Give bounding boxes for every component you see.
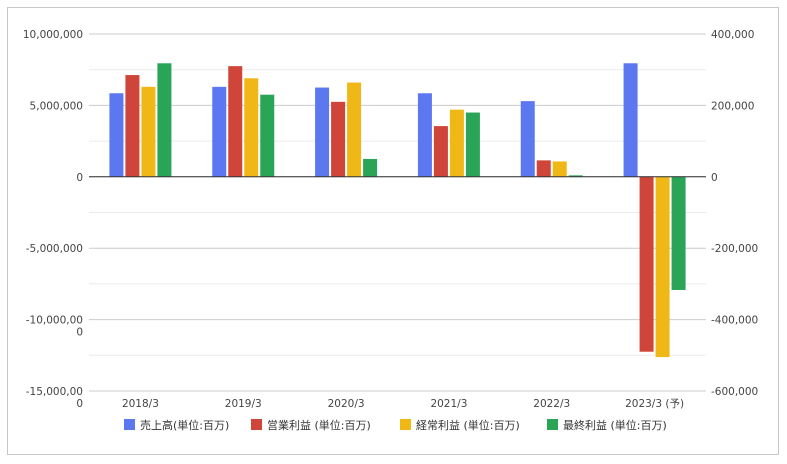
gridlines <box>89 33 706 392</box>
bar <box>315 87 330 177</box>
bar <box>520 101 535 177</box>
x-tick-label: 2018/3 <box>122 398 159 410</box>
bar-chart: 10,000,000 5,000,000 0 -5,000,000 -10,000,00… <box>23 29 758 432</box>
legend-label: 経常利益 (単位:百万) <box>416 418 520 432</box>
bar <box>623 63 638 177</box>
bars <box>109 63 686 358</box>
legend: 売上高(単位:百万) 営業利益 (単位:百万) 経常利益 (単位:百万) 最終利益 (… <box>124 418 667 432</box>
bar <box>331 101 346 177</box>
right-tick-label: -400,000 <box>711 315 758 327</box>
right-tick-label: 400,000 <box>711 29 754 41</box>
bar <box>244 78 259 177</box>
bar <box>125 75 140 177</box>
bar <box>212 86 227 177</box>
bar <box>347 82 362 177</box>
legend-swatch <box>400 419 411 430</box>
legend-swatch <box>547 419 558 430</box>
left-tick-label: -5,000,000 <box>26 243 83 255</box>
bar <box>417 93 432 177</box>
left-tick-label: 5,000,000 <box>30 100 83 112</box>
right-tick-label: 200,000 <box>711 100 754 112</box>
x-tick-label: 2020/3 <box>328 398 365 410</box>
bar <box>433 126 448 177</box>
right-axis-ticks: 400,000 200,000 0 -200,000 -400,000 -600,000 <box>711 29 758 398</box>
bar <box>157 63 172 177</box>
bar <box>671 176 686 290</box>
legend-swatch <box>251 419 262 430</box>
left-axis-ticks: 10,000,000 5,000,000 0 -5,000,000 -10,000,00… <box>23 29 83 410</box>
bar <box>552 161 567 177</box>
bar <box>228 66 243 177</box>
right-tick-label: -200,000 <box>711 243 758 255</box>
bar <box>363 158 378 177</box>
legend-label: 最終利益 (単位:百万) <box>563 418 667 432</box>
bar <box>655 176 670 358</box>
legend-label: 売上高(単位:百万) <box>140 418 229 432</box>
legend-label: 営業利益 (単位:百万) <box>267 418 371 432</box>
bar <box>536 160 551 177</box>
bar <box>109 93 124 177</box>
bar <box>568 175 583 177</box>
right-tick-label: 0 <box>711 172 718 184</box>
bar <box>260 94 275 177</box>
left-tick-label: 10,000,000 <box>23 29 83 41</box>
x-tick-label: 2022/3 <box>533 398 570 410</box>
bar <box>141 86 156 177</box>
left-tick-label: 0 <box>76 172 83 184</box>
left-tick-label: -10,000,00 0 <box>26 315 83 339</box>
x-axis-ticks: 2018/3 2019/3 2020/3 2021/3 2022/3 2023/3 (予) <box>122 398 684 410</box>
left-tick-label: -15,000,00 0 <box>26 386 83 410</box>
x-tick-label: 2023/3 (予) <box>625 398 684 410</box>
chart-frame: 10,000,000 5,000,000 0 -5,000,000 -10,000,00… <box>7 7 779 455</box>
x-tick-label: 2019/3 <box>225 398 262 410</box>
x-tick-label: 2021/3 <box>430 398 467 410</box>
legend-swatch <box>124 419 135 430</box>
right-tick-label: -600,000 <box>711 386 758 398</box>
bar <box>465 112 480 177</box>
bar <box>639 176 654 352</box>
bar <box>449 109 464 177</box>
